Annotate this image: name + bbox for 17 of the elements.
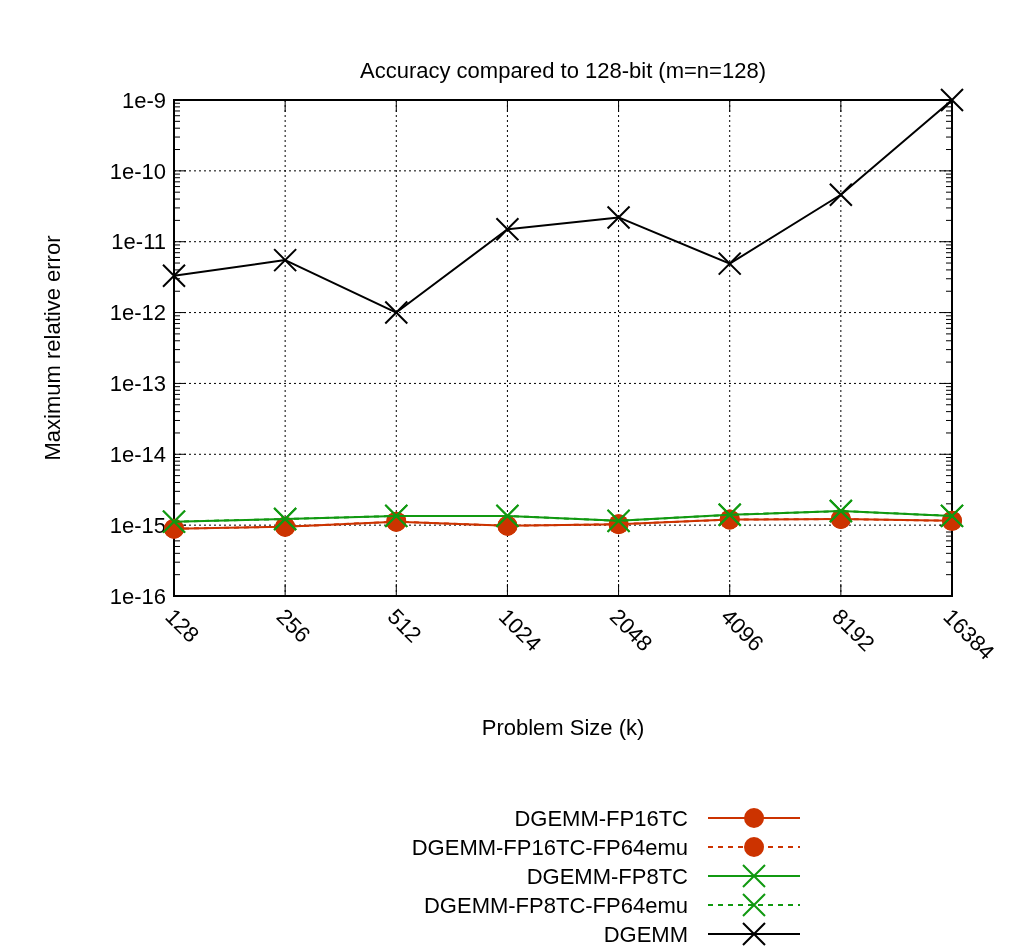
- chart-title: Accuracy compared to 128-bit (m=n=128): [360, 58, 766, 83]
- x-axis-title: Problem Size (k): [481, 715, 645, 740]
- legend-label: DGEMM-FP8TC: [526, 863, 689, 889]
- y-tick-label: 1e-15: [109, 512, 166, 538]
- y-tick-label: 1e-9: [121, 87, 166, 113]
- y-tick-label: 1e-12: [109, 300, 166, 326]
- x-tick-label: 256: [271, 603, 316, 648]
- y-axis-title: Maximum relative error: [40, 235, 65, 461]
- legend-label: DGEMM-FP16TC-FP64emu: [411, 834, 688, 860]
- legend-label: DGEMM-FP8TC-FP64emu: [423, 892, 688, 918]
- legend-label: DGEMM: [603, 921, 688, 947]
- y-tick-label: 1e-11: [111, 229, 166, 255]
- y-tick-label: 1e-13: [109, 371, 166, 397]
- legend-label: DGEMM-FP16TC: [514, 805, 689, 831]
- y-tick-label: 1e-10: [109, 158, 166, 184]
- y-tick-label: 1e-14: [109, 441, 166, 467]
- x-tick-label: 512: [382, 603, 427, 648]
